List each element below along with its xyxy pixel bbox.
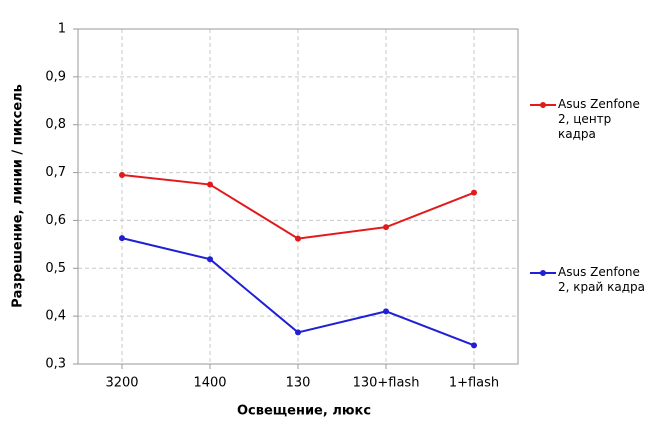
x-tick-label: 130+flash <box>353 376 420 391</box>
x-tick-label: 1+flash <box>449 376 499 391</box>
y-tick-label: 0,8 <box>45 117 66 132</box>
x-axis-title: Освещение, люкс <box>237 404 371 419</box>
x-tick-label: 3200 <box>105 376 138 391</box>
legend-marker <box>540 102 546 108</box>
y-tick-label: 0,6 <box>45 213 66 228</box>
data-point <box>383 224 389 231</box>
legend-label: Asus Zenfone 2, центр кадра <box>558 97 640 141</box>
legend-swatch <box>530 270 556 276</box>
legend-item: Asus Zenfone 2, центр кадра <box>530 97 650 142</box>
x-tick-label: 1400 <box>193 376 226 391</box>
legend-item: Asus Zenfone 2, край кадра <box>530 265 650 295</box>
x-tick-label: 130 <box>286 376 311 391</box>
y-tick-label: 0,5 <box>45 261 66 276</box>
y-tick-label: 1 <box>58 22 66 37</box>
data-point <box>295 329 301 336</box>
data-point <box>383 308 389 315</box>
y-tick-label: 0,9 <box>45 69 66 84</box>
legend-label: Asus Zenfone 2, край кадра <box>558 265 645 294</box>
plot-border <box>77 28 519 365</box>
data-point <box>471 189 477 196</box>
y-tick-label: 0,4 <box>45 309 66 324</box>
y-axis-title: Разрешение, линии / пиксель <box>11 84 26 308</box>
data-point <box>207 181 213 188</box>
y-tick-label: 0,7 <box>45 165 66 180</box>
legend-swatch <box>530 102 556 108</box>
data-point <box>119 171 125 178</box>
data-point <box>207 256 213 263</box>
data-point <box>471 342 477 349</box>
legend-marker <box>540 270 546 276</box>
y-tick-label: 0,3 <box>45 357 66 372</box>
data-point <box>119 235 125 242</box>
data-point <box>295 235 301 242</box>
